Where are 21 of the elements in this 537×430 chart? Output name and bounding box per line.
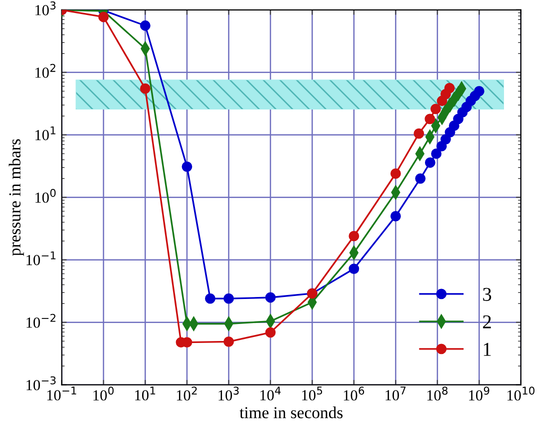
legend-label: 1: [484, 342, 491, 356]
x-tick-label: 10$^{8}$: [427, 386, 448, 401]
x-tick-label: 10$^{10}$: [507, 386, 534, 401]
x-tick-label: 10$^{2}$: [176, 386, 197, 401]
x-tick-label: 10$^{0}$: [93, 386, 114, 401]
x-tick-label: 10$^{9}$: [469, 386, 490, 401]
y-tick-label: 10$^{−2}$: [26, 314, 56, 328]
x-tick-label: 10$^{6}$: [344, 386, 364, 401]
y-axis-title: pressure in mbars: [8, 139, 24, 256]
legend-label: 3: [483, 288, 492, 301]
x-tick-label: 10$^{1}$: [135, 386, 156, 400]
x-tick-label: 10$^{7}$: [386, 386, 406, 400]
x-tick-label: 10$^{4}$: [260, 386, 281, 400]
y-tick-label: 10$^{−1}$: [26, 251, 56, 266]
y-tick-label: 10$^{0}$: [35, 188, 56, 203]
x-tick-label: 10$^{5}$: [302, 386, 322, 400]
y-tick-label: 10$^{1}$: [35, 126, 56, 140]
x-axis-title: time in seconds: [240, 406, 343, 418]
y-tick-label: 10$^{3}$: [35, 1, 56, 16]
y-tick-label: 10$^{2}$: [35, 64, 56, 78]
x-tick-label: 10$^{3}$: [218, 386, 239, 401]
